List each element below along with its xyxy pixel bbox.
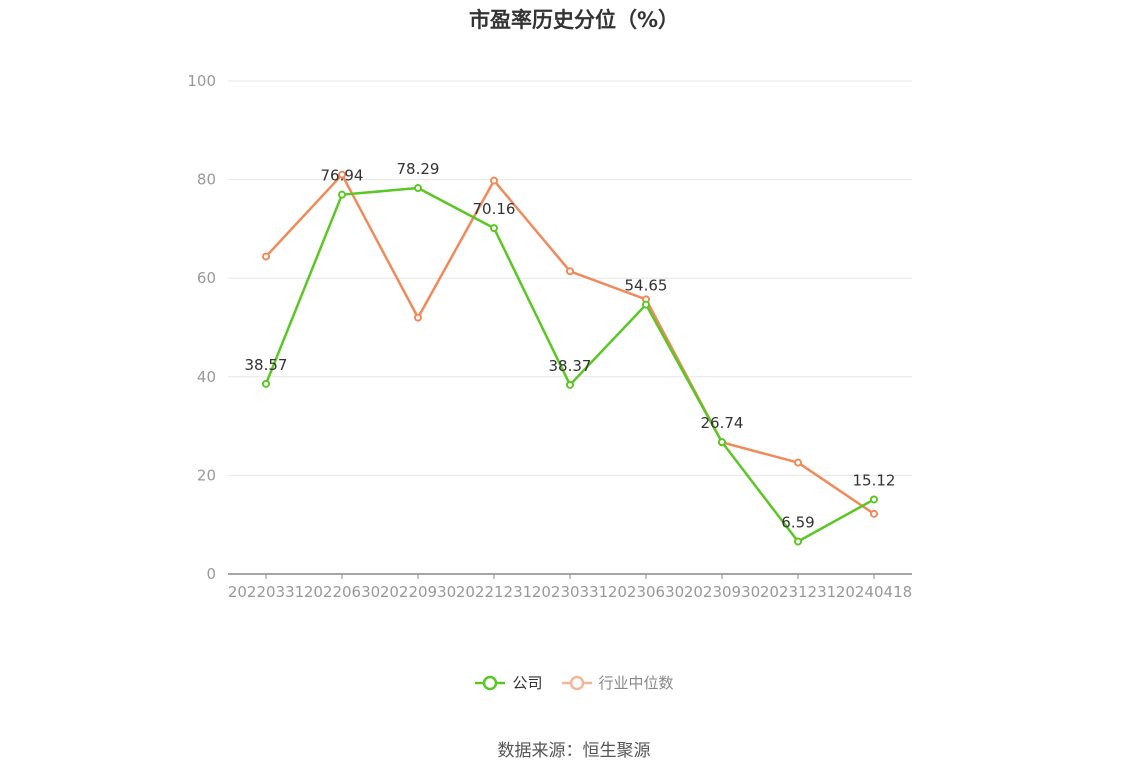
x-tick-label: 20240418 — [836, 583, 912, 601]
data-point-company — [794, 537, 802, 546]
data-label: 70.16 — [473, 200, 516, 218]
data-point-industry — [794, 458, 802, 467]
data-point-company — [642, 300, 650, 309]
y-tick-label: 80 — [197, 171, 216, 189]
x-tick-label: 20220630 — [304, 583, 380, 601]
data-point-company — [566, 380, 574, 389]
legend-company-icon — [475, 675, 506, 690]
data-point-industry — [870, 509, 878, 518]
data-point-industry — [490, 176, 498, 185]
x-tick-label: 20221231 — [456, 583, 532, 601]
data-source: 数据来源：恒生聚源 — [497, 741, 651, 761]
data-label: 78.29 — [397, 160, 440, 178]
x-tick-label: 20220930 — [380, 583, 456, 601]
y-tick-label: 60 — [197, 269, 216, 287]
data-point-industry — [338, 170, 346, 179]
data-label: 54.65 — [625, 277, 668, 295]
y-tick-label: 20 — [197, 466, 216, 484]
data-label: 38.57 — [245, 356, 288, 374]
legend-label-industry: 行业中位数 — [598, 674, 674, 692]
legend-industry-icon — [561, 675, 592, 690]
data-point-company — [414, 184, 422, 193]
legend-item-company[interactable]: 公司 — [474, 672, 543, 693]
y-tick-label: 100 — [187, 72, 216, 90]
legend: 公司 行业中位数 — [0, 672, 1148, 693]
x-tick-label: 20230630 — [608, 583, 684, 601]
data-label: 6.59 — [781, 514, 814, 532]
data-point-industry — [262, 252, 270, 261]
data-point-industry — [414, 313, 422, 322]
data-point-company — [262, 379, 270, 388]
data-point-company — [870, 495, 878, 504]
legend-item-industry[interactable]: 行业中位数 — [561, 672, 674, 693]
y-tick-label: 40 — [197, 368, 216, 386]
x-tick-label: 20230331 — [532, 583, 608, 601]
legend-label-company: 公司 — [512, 674, 543, 692]
x-tick-label: 20220331 — [228, 583, 304, 601]
y-tick-label: 0 — [206, 565, 216, 583]
x-tick-label: 20231231 — [760, 583, 836, 601]
data-point-company — [718, 438, 726, 447]
data-label: 26.74 — [701, 414, 744, 432]
data-point-company — [338, 190, 346, 199]
x-tick-label: 20230930 — [684, 583, 760, 601]
data-label: 15.12 — [853, 471, 896, 489]
series-line-industry — [265, 173, 875, 515]
chart-title: 市盈率历史分位（%） — [468, 8, 680, 32]
data-point-industry — [566, 267, 574, 276]
data-label: 38.37 — [549, 357, 592, 375]
data-point-company — [490, 224, 498, 233]
data-label: 76.94 — [321, 167, 364, 185]
